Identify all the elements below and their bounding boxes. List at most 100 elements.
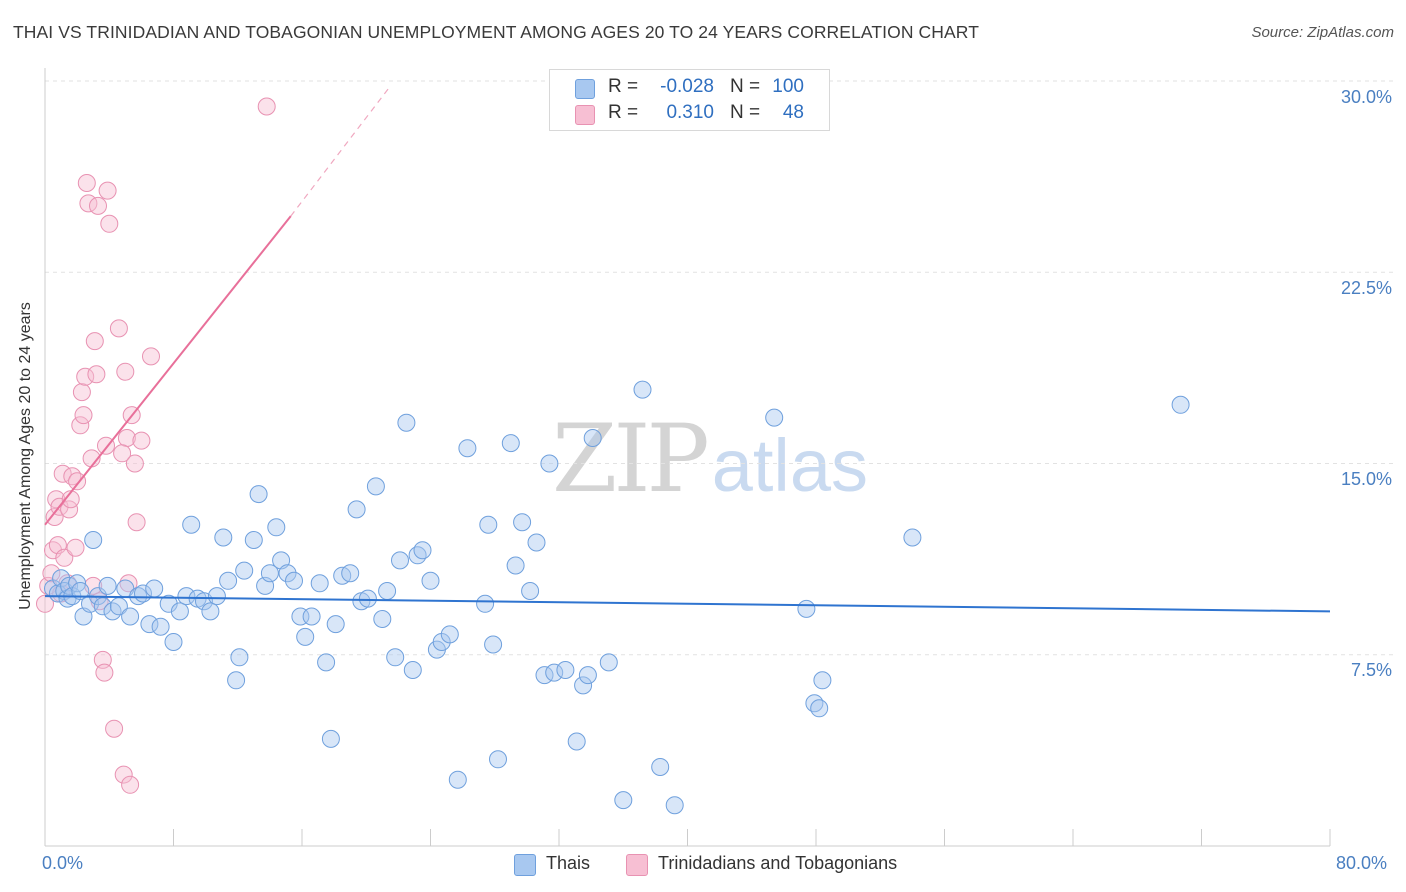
point-thais [665,796,684,815]
point-thais [201,602,220,621]
point-thais [93,597,112,616]
point-thais [285,571,303,590]
point-trinidadians [63,467,82,486]
point-thais [408,546,427,565]
point-thais [1171,395,1190,414]
point-thais [358,589,377,608]
x-tick-label-min: 0.0% [42,853,84,873]
point-thais [501,434,520,453]
stats-row-trinidadians: R = 0.310 N = 48 [550,101,829,127]
point-thais [145,579,164,598]
legend-label-trinidadians: Trinidadians and Tobagonians [658,853,898,873]
point-thais [140,615,159,634]
point-thais [489,750,507,769]
point-trinidadians [109,319,128,338]
point-thais [765,408,784,427]
point-trinidadians [142,347,160,366]
point-thais [244,531,263,549]
point-trinidadians [66,538,85,557]
point-thais [391,551,409,570]
point-trinidadians [45,508,64,526]
point-trinidadians [36,594,54,613]
stats-swatch-trinidadians [575,105,595,125]
trend-line-trinidadians [44,215,292,526]
source-label: Source: ZipAtlas.com [1251,24,1394,41]
point-trinidadians [77,174,96,192]
r-value: 0.310 [666,102,714,123]
point-thais [813,671,832,690]
point-thais [98,576,117,595]
x-tick-label-max: 80.0% [1336,853,1388,873]
point-thais [479,515,498,534]
n-value: 48 [782,102,804,123]
chart-title: THAI VS TRINIDADIAN AND TOBAGONIAN UNEMP… [13,22,980,42]
point-thais [476,594,495,613]
point-trinidadians [257,97,276,116]
y-tick-label-15: 15.0% [1340,469,1392,489]
point-thais [227,671,246,690]
point-thais [310,574,329,593]
point-trinidadians [61,490,80,509]
point-thais [513,513,532,532]
y-tick-label-22-5: 22.5% [1340,278,1392,298]
point-trinidadians [85,332,104,351]
point-thais [249,485,268,504]
point-thais [317,653,336,672]
point-thais [797,599,816,618]
point-thais [805,694,824,713]
trend-line-trinidadians-extension [290,85,391,217]
point-trinidadians [116,362,135,381]
point-trinidadians [89,196,107,215]
legend-label-thais: Thais [546,853,591,873]
point-thais [129,587,148,606]
point-thais [121,607,140,626]
point-thais [633,380,652,399]
point-thais [164,633,183,651]
point-thais [421,571,440,590]
point-thais [296,627,315,646]
point-thais [71,582,90,600]
point-thais [527,533,546,552]
point-trinidadians [100,214,119,233]
point-thais [386,648,405,667]
point-trinidadians [113,444,132,463]
point-thais [556,661,575,679]
trend-line-thais [44,595,1331,613]
point-thais [347,500,366,519]
stats-swatch-thais [575,79,595,99]
point-thais [267,518,286,537]
r-label: R = [608,102,639,123]
stats-row-thais: R = -0.028 N = 100 [550,75,829,101]
point-trinidadians [76,367,95,386]
point-thais [170,602,189,621]
y-axis-label: Unemployment Among Ages 20 to 24 years [17,302,34,610]
point-thais [278,564,297,583]
point-thais [182,515,201,534]
point-thais [214,528,233,547]
y-tick-label-7-5: 7.5% [1350,660,1392,680]
point-thais [458,439,477,458]
point-trinidadians [125,454,144,473]
point-thais [403,661,422,679]
point-thais [599,653,618,672]
point-thais [506,556,525,575]
point-thais [567,732,586,751]
point-trinidadians [95,663,114,682]
point-thais [219,571,238,590]
point-thais [440,625,459,644]
point-thais [614,791,633,810]
point-thais [540,454,559,473]
point-thais [151,617,170,636]
point-trinidadians [98,181,117,200]
y-tick-label-30: 30.0% [1340,87,1392,107]
point-trinidadians [105,719,124,738]
point-thais [235,561,254,580]
point-thais [302,607,321,626]
point-thais [260,564,279,583]
point-thais [230,648,249,667]
point-thais [578,666,597,685]
point-thais [413,541,432,560]
point-trinidadians [72,383,91,402]
point-thais [177,587,196,606]
